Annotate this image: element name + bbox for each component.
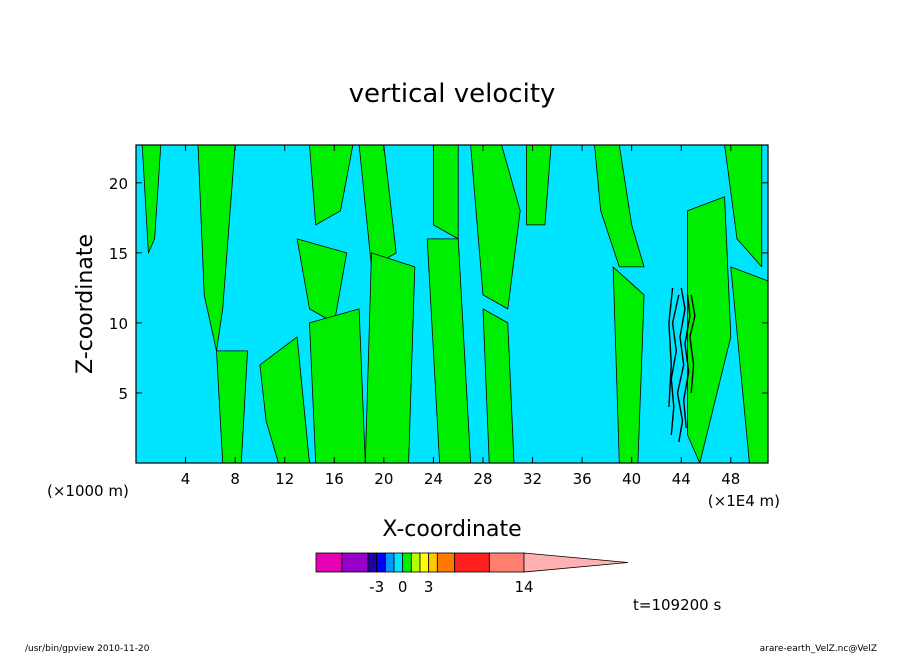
positive-region-10 (426, 238, 472, 463)
y-tick-label: 15 (109, 245, 128, 263)
x-tick-label: 20 (374, 470, 393, 488)
colorbar-segment-0 (315, 552, 343, 573)
x-tick-label: 48 (721, 470, 740, 488)
contour-lines (668, 287, 696, 443)
contour-line-0 (670, 294, 680, 436)
x-tick-label: 16 (325, 470, 344, 488)
contour-line-3 (689, 294, 696, 394)
colorbar-label: 0 (398, 578, 408, 596)
x-axis: 4 8 12 16 20 24 28 32 36 40 44 48 (181, 145, 740, 488)
contour-line-2 (682, 294, 691, 429)
positive-region-13 (526, 145, 552, 226)
y-tick-label: 20 (109, 175, 128, 193)
plot-frame (135, 144, 769, 464)
colorbar-segment-12 (488, 552, 525, 573)
positive-region-3 (259, 336, 310, 463)
positive-regions (141, 145, 768, 463)
positive-region-12 (482, 308, 515, 463)
y-tick-label: 10 (109, 315, 128, 333)
x-tick-label: 4 (181, 470, 191, 488)
colorbar-label: 14 (514, 578, 533, 596)
positive-region-11 (470, 145, 521, 310)
positive-region-6 (309, 145, 354, 226)
y-axis-label: Z-coordinate (73, 234, 98, 374)
x-tick-label: 32 (523, 470, 542, 488)
positive-region-0 (141, 145, 162, 254)
y-axis: 5 10 15 20 (109, 175, 768, 403)
positive-region-7 (358, 145, 397, 268)
colorbar-segment-2 (367, 552, 378, 573)
x-tick-label: 24 (424, 470, 443, 488)
positive-region-16 (687, 196, 732, 463)
chart-title: vertical velocity (349, 79, 556, 109)
colorbar: -3 0 3 14 (315, 552, 629, 596)
time-label: t=109200 s (633, 596, 721, 614)
x-tick-label: 12 (275, 470, 294, 488)
contour-line-1 (676, 287, 686, 443)
positive-region-8 (364, 252, 416, 463)
positive-region-9 (432, 145, 459, 240)
x-tick-label: 28 (473, 470, 492, 488)
colorbar-segment-9 (428, 552, 438, 573)
x-tick-label: 8 (230, 470, 240, 488)
positive-region-14 (594, 145, 645, 268)
positive-region-18 (730, 266, 768, 463)
footer-left: /usr/bin/gpview 2010-11-20 (25, 644, 150, 654)
positive-region-1 (197, 145, 236, 352)
x-unit-right: (×1E4 m) (708, 492, 780, 510)
contour-line-4 (668, 287, 674, 408)
x-tick-label: 40 (622, 470, 641, 488)
colorbar-segment-5 (393, 552, 404, 573)
colorbar-segment-8 (419, 552, 430, 573)
footer-right: arare-earth_VelZ.nc@VelZ (760, 644, 877, 654)
positive-region-2 (216, 350, 248, 463)
colorbar-segment-4 (384, 552, 395, 573)
colorbar-segment-3 (376, 552, 386, 573)
x-tick-label: 44 (672, 470, 691, 488)
colorbar-segment-7 (410, 552, 421, 573)
y-tick-label: 5 (118, 385, 128, 403)
positive-region-5 (309, 308, 366, 463)
colorbar-arrow (523, 552, 629, 573)
x-tick-label: 36 (573, 470, 592, 488)
x-axis-label: X-coordinate (382, 517, 521, 542)
colorbar-segment-6 (402, 552, 412, 573)
positive-region-15 (612, 266, 645, 463)
colorbar-segment-10 (436, 552, 456, 573)
colorbar-segment-11 (454, 552, 490, 573)
plot-area (135, 144, 769, 464)
positive-region-17 (724, 145, 763, 268)
colorbar-segment-1 (341, 552, 369, 573)
colorbar-label: -3 (369, 578, 384, 596)
x-unit-left: (×1000 m) (47, 482, 129, 500)
colorbar-label: 3 (424, 578, 434, 596)
